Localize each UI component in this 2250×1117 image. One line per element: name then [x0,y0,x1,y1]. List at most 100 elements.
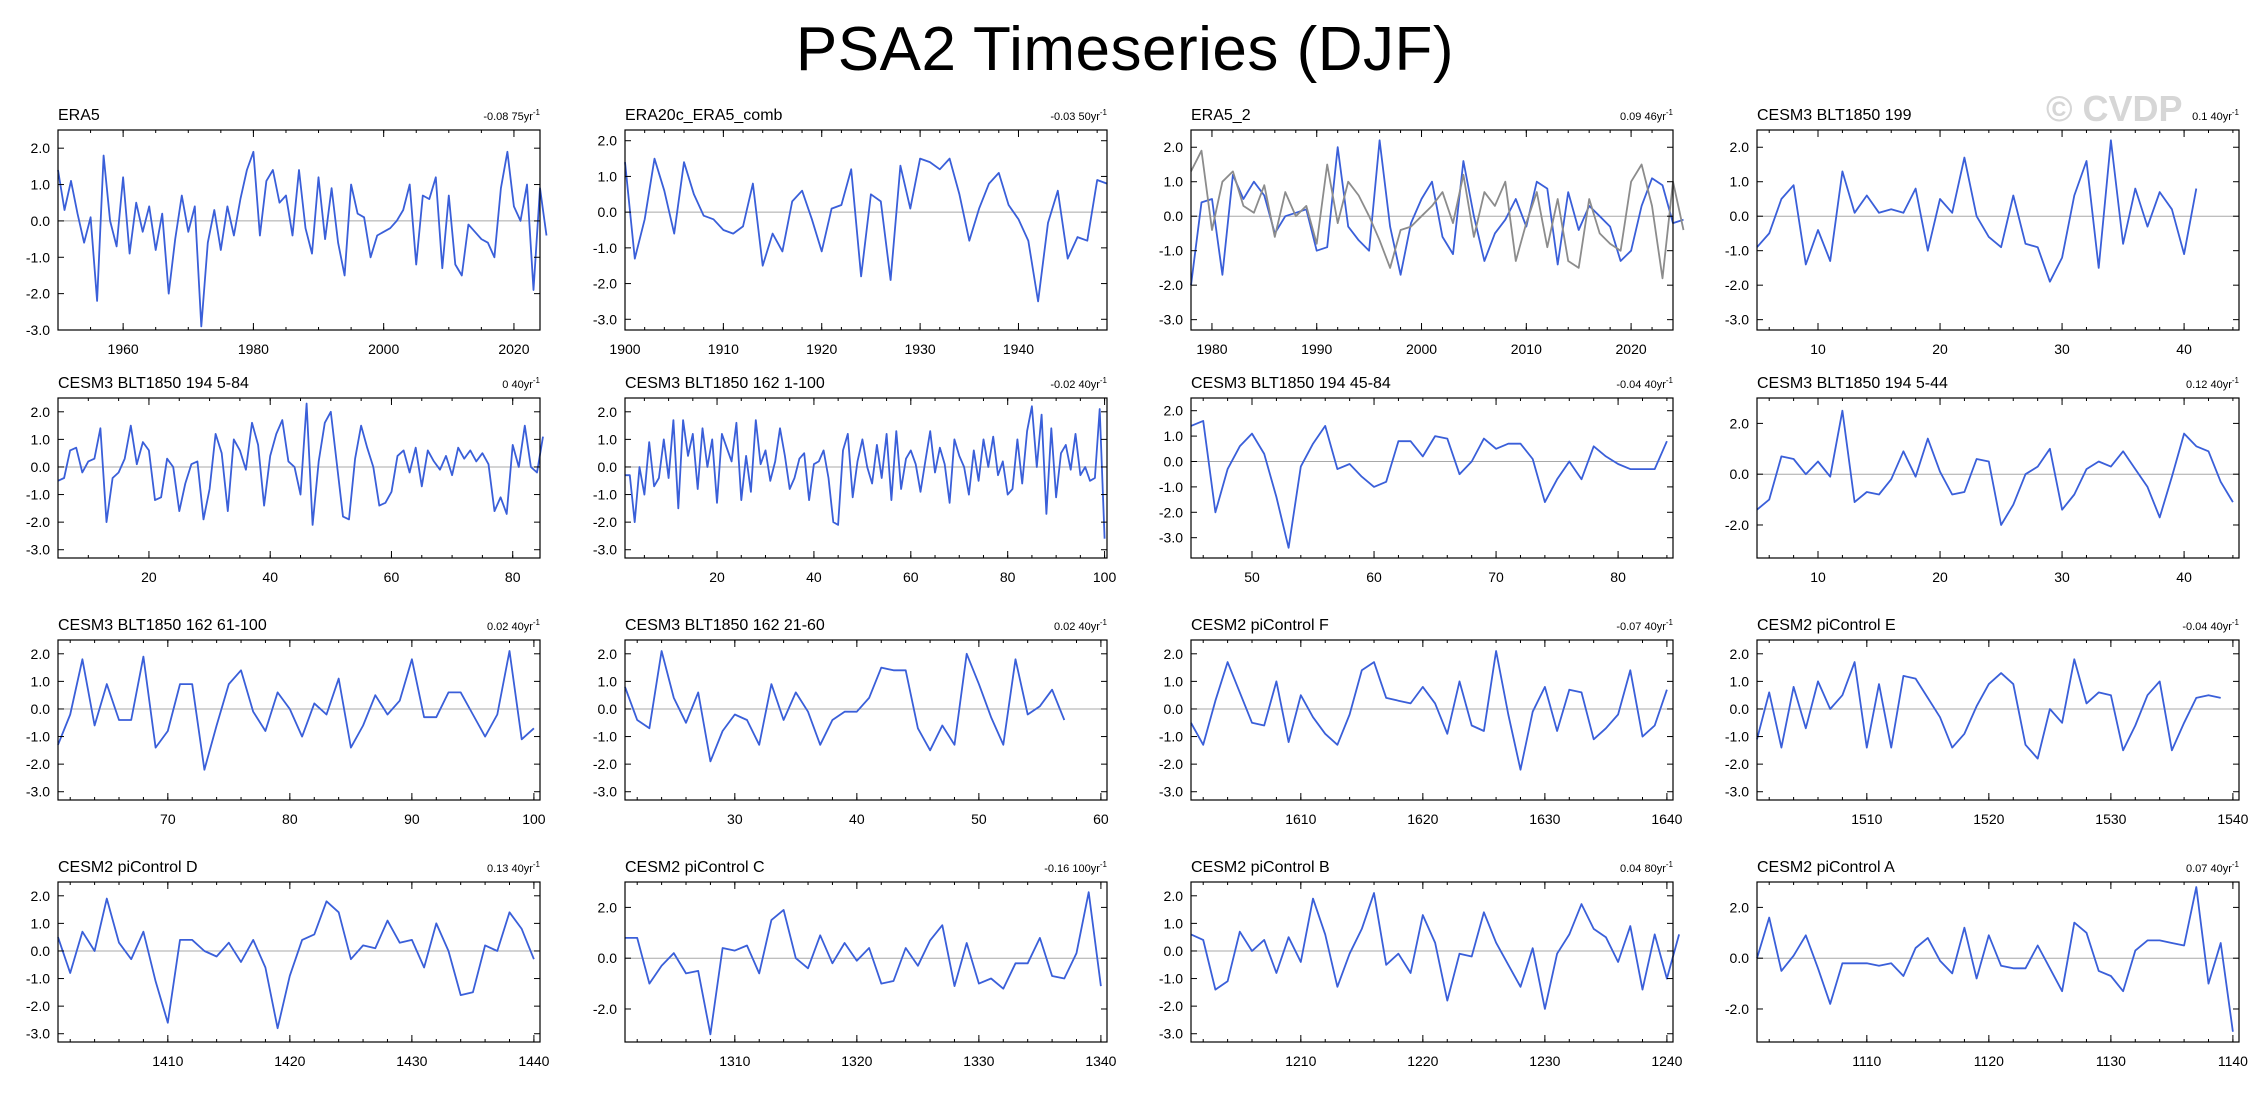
trend-label: 0.1 40yr-1 [2192,108,2239,123]
plot-frame [57,397,541,559]
y-tick-label: 0.0 [1730,466,1750,482]
x-tick-label: 1630 [1529,811,1560,827]
y-tick-label: -2.0 [26,756,50,772]
y-tick-label: 1.0 [1164,673,1184,689]
panel-title: CESM3 BLT1850 162 61-100 [58,617,267,634]
x-tick-label: 1540 [2217,811,2248,827]
panel-title: CESM3 BLT1850 199 [1757,107,1912,124]
y-tick-label: -2.0 [1159,998,1183,1014]
series-line [1190,650,1668,771]
trend-superscript: -1 [1666,618,1674,627]
panel-2: ERA20c_ERA5_comb -0.03 50yr-1 -3.0 -2.0 -1.0… [593,107,1108,357]
y-tick-label: 2.0 [598,133,618,149]
trend-value: -0.07 40yr [1616,621,1666,633]
trend-label: -0.16 100yr-1 [1044,860,1107,875]
x-tick-label: 100 [522,811,546,827]
trend-superscript: -1 [1100,618,1108,627]
series-line [1190,892,1680,1010]
panel-3: ERA5_2 0.09 46yr-1 -3.0 -2.0 -1.0 0.0 1.0 2.0 19… [1159,107,1685,357]
panel-title: CESM3 BLT1850 194 5-44 [1757,375,1948,392]
trend-value: -0.08 75yr [483,111,533,123]
x-tick-label: 1940 [1003,341,1034,357]
y-tick-label: -3.0 [1159,1026,1183,1042]
y-tick-label: 2.0 [31,888,51,904]
x-tick-label: 1240 [1651,1053,1682,1069]
x-tick-label: 1910 [708,341,739,357]
panel-title: ERA20c_ERA5_comb [625,107,783,124]
y-tick-label: -2.0 [1159,504,1183,520]
y-tick-label: -1.0 [1159,971,1183,987]
series-line [1190,419,1668,549]
plot-frame [1756,881,2240,1043]
series-line [57,897,535,1030]
y-tick-label: 0.0 [1730,701,1750,717]
trend-value: -0.03 50yr [1050,111,1100,123]
x-tick-label: 1320 [841,1053,872,1069]
y-tick-label: -1.0 [593,729,617,745]
x-tick-label: 50 [1244,569,1260,585]
y-tick-label: -3.0 [26,1026,50,1042]
plot-frame [1190,129,1674,331]
trend-value: -0.04 40yr [2182,621,2232,633]
panel-title: CESM2 piControl B [1191,859,1330,876]
panel-title: CESM2 piControl A [1757,859,1895,876]
y-tick-label: -2.0 [1725,1001,1749,1017]
trend-label: 0.02 40yr-1 [1054,618,1108,633]
x-tick-label: 1440 [518,1053,549,1069]
trend-label: 0.04 80yr-1 [1620,860,1674,875]
trend-value: 0.1 40yr [2192,111,2232,123]
plot-frame [624,639,1108,801]
y-tick-label: 0.0 [31,459,51,475]
x-tick-label: 40 [849,811,865,827]
x-tick-label: 1640 [1651,811,1682,827]
series-line [1756,409,2234,526]
panel-16: CESM2 piControl A 0.07 40yr-1 -2.0 0.0 2.0 11… [1725,859,2248,1069]
trend-superscript: -1 [1666,108,1674,117]
y-tick-label: 2.0 [1730,415,1750,431]
y-tick-label: 1.0 [1164,174,1184,190]
panel-8: CESM3 BLT1850 194 5-44 0.12 40yr-1 -2.0 0.0… [1725,375,2240,585]
y-tick-label: -3.0 [1159,784,1183,800]
y-tick-label: 2.0 [598,899,618,915]
y-tick-label: 1.0 [31,673,51,689]
y-tick-label: 2.0 [31,646,51,662]
plot-frame [57,639,541,801]
trend-superscript: -1 [1100,376,1108,385]
watermark: © CVDP [2046,88,2183,129]
x-tick-label: 1210 [1285,1053,1316,1069]
reference-series-line [1190,149,1685,280]
y-tick-label: -3.0 [593,311,617,327]
x-tick-label: 80 [1000,569,1016,585]
panel-14: CESM2 piControl C -0.16 100yr-1 -2.0 0.0 2.0… [593,859,1117,1069]
y-tick-label: -3.0 [26,784,50,800]
x-tick-label: 20 [1932,341,1948,357]
x-tick-label: 40 [262,569,278,585]
x-tick-label: 1110 [1852,1053,1881,1069]
x-tick-label: 60 [903,569,919,585]
x-tick-label: 1610 [1285,811,1316,827]
y-tick-label: 1.0 [31,915,51,931]
trend-value: -0.16 100yr [1044,863,1100,875]
trend-superscript: -1 [1100,860,1108,869]
x-tick-label: 1520 [1973,811,2004,827]
y-tick-label: 2.0 [31,140,51,156]
x-tick-label: 1990 [1301,341,1332,357]
trend-label: 0.07 40yr-1 [2186,860,2240,875]
y-tick-label: -3.0 [1159,312,1183,328]
x-tick-label: 2020 [1616,341,1647,357]
y-tick-label: 0.0 [1730,950,1750,966]
plot-frame [1756,397,2240,559]
x-tick-label: 1120 [1974,1053,2004,1069]
y-tick-label: -1.0 [1725,729,1749,745]
series-line [625,405,1106,539]
y-tick-label: 2.0 [1164,403,1184,419]
panel-title: ERA5 [58,107,100,124]
trend-label: -0.07 40yr-1 [1616,618,1673,633]
y-tick-label: 2.0 [598,404,618,420]
x-tick-label: 1510 [1851,811,1882,827]
trend-superscript: -1 [1666,860,1674,869]
panel-4: CESM3 BLT1850 199 0.1 40yr-1 -3.0 -2.0 -1.0 0… [1725,107,2240,357]
x-tick-label: 80 [505,569,521,585]
x-tick-label: 1430 [396,1053,427,1069]
trend-value: 0.09 46yr [1620,111,1666,123]
